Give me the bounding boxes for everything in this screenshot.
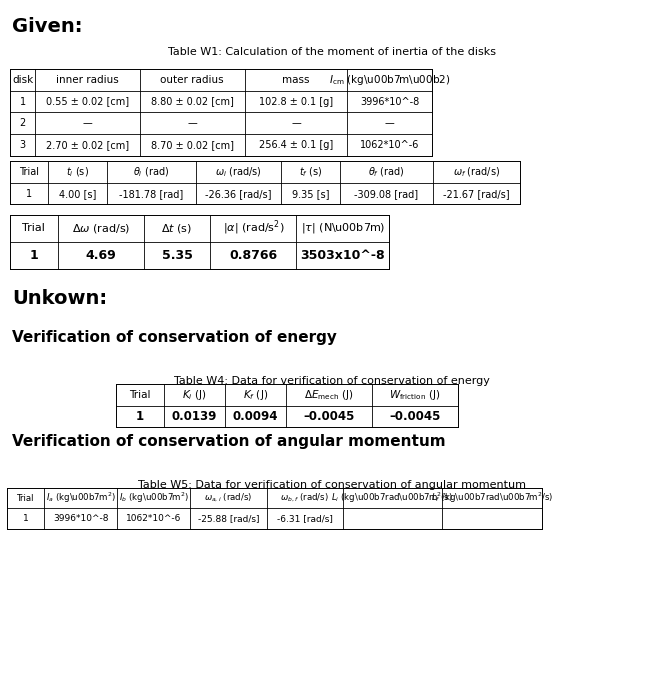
Text: 1: 1 xyxy=(19,97,26,106)
Text: Verification of conservation of energy: Verification of conservation of energy xyxy=(12,330,337,345)
Text: 3: 3 xyxy=(19,140,26,150)
Text: 1062*10^-6: 1062*10^-6 xyxy=(126,514,182,523)
Text: $I_\mathrm{cm}$ (kg\u00b7m\u00b2): $I_\mathrm{cm}$ (kg\u00b7m\u00b2) xyxy=(329,73,451,87)
Text: Verification of conservation of angular momentum: Verification of conservation of angular … xyxy=(12,434,446,449)
Text: Table W1: Calculation of the moment of inertia of the disks: Table W1: Calculation of the moment of i… xyxy=(168,47,495,58)
Text: mass: mass xyxy=(282,75,310,85)
Text: outer radius: outer radius xyxy=(160,75,224,85)
Text: -21.67 [rad/s]: -21.67 [rad/s] xyxy=(444,189,510,198)
Text: 3996*10^-8: 3996*10^-8 xyxy=(53,514,109,523)
Text: 5.35: 5.35 xyxy=(162,248,192,262)
Bar xyxy=(10,161,520,204)
Text: inner radius: inner radius xyxy=(56,75,119,85)
Text: $\theta_i$ (rad): $\theta_i$ (rad) xyxy=(133,165,170,179)
Text: —: — xyxy=(291,118,301,128)
Text: -6.31 [rad/s]: -6.31 [rad/s] xyxy=(276,514,333,523)
Text: 1: 1 xyxy=(26,189,32,198)
Text: 256.4 ± 0.1 [g]: 256.4 ± 0.1 [g] xyxy=(259,140,333,150)
Text: -181.78 [rad]: -181.78 [rad] xyxy=(119,189,184,198)
Text: 8.80 ± 0.02 [cm]: 8.80 ± 0.02 [cm] xyxy=(151,97,233,106)
Text: $I_a$ (kg\u00b7m$^2$): $I_a$ (kg\u00b7m$^2$) xyxy=(46,491,116,506)
Text: $\omega_{a,i}$ (rad/s): $\omega_{a,i}$ (rad/s) xyxy=(204,492,253,504)
Text: Table W5: Data for verification of conservation of angular momentum: Table W5: Data for verification of conse… xyxy=(137,480,526,490)
Text: Trial: Trial xyxy=(19,167,39,177)
Text: $t_f$ (s): $t_f$ (s) xyxy=(299,165,322,179)
Text: Trial: Trial xyxy=(129,390,151,399)
Text: -309.08 [rad]: -309.08 [rad] xyxy=(355,189,418,198)
Text: 3503x10^-8: 3503x10^-8 xyxy=(300,248,385,262)
Text: $\omega_f$ (rad/s): $\omega_f$ (rad/s) xyxy=(453,165,501,179)
Text: 8.70 ± 0.02 [cm]: 8.70 ± 0.02 [cm] xyxy=(151,140,234,150)
Text: $\Delta t$ (s): $\Delta t$ (s) xyxy=(162,221,192,235)
Text: -26.36 [rad/s]: -26.36 [rad/s] xyxy=(206,189,272,198)
Text: 1: 1 xyxy=(23,514,29,523)
Text: 2: 2 xyxy=(19,118,26,128)
Text: -25.88 [rad/s]: -25.88 [rad/s] xyxy=(198,514,259,523)
Text: 9.35 [s]: 9.35 [s] xyxy=(292,189,330,198)
Text: —: — xyxy=(385,118,394,128)
Text: disk: disk xyxy=(12,75,33,85)
Text: 4.69: 4.69 xyxy=(86,248,116,262)
Text: –0.0045: –0.0045 xyxy=(303,410,355,423)
Text: 1: 1 xyxy=(29,248,38,262)
Text: 0.0139: 0.0139 xyxy=(172,410,217,423)
Bar xyxy=(7,488,542,529)
Text: 0.0094: 0.0094 xyxy=(233,410,278,423)
Text: Table W4: Data for verification of conservation of energy: Table W4: Data for verification of conse… xyxy=(174,376,489,386)
Bar xyxy=(116,384,458,427)
Text: $\omega_i$ (rad/s): $\omega_i$ (rad/s) xyxy=(215,165,262,179)
Text: Trial: Trial xyxy=(23,223,45,233)
Text: $K_f$ (J): $K_f$ (J) xyxy=(243,388,268,401)
Text: 102.8 ± 0.1 [g]: 102.8 ± 0.1 [g] xyxy=(259,97,333,106)
Text: 1062*10^-6: 1062*10^-6 xyxy=(360,140,420,150)
Text: 0.8766: 0.8766 xyxy=(229,248,277,262)
Text: Given:: Given: xyxy=(12,17,82,36)
Text: $\omega_{b,f}$ (rad/s): $\omega_{b,f}$ (rad/s) xyxy=(280,492,329,504)
Text: —: — xyxy=(188,118,197,128)
Text: 2.70 ± 0.02 [cm]: 2.70 ± 0.02 [cm] xyxy=(46,140,129,150)
Text: Unkown:: Unkown: xyxy=(12,289,107,308)
Text: 4.00 [s]: 4.00 [s] xyxy=(58,189,96,198)
Text: $|\alpha|$ (rad/s$^2$): $|\alpha|$ (rad/s$^2$) xyxy=(223,219,284,238)
Text: $\Delta E_\mathrm{mech}$ (J): $\Delta E_\mathrm{mech}$ (J) xyxy=(304,388,353,401)
Text: $K_i$ (J): $K_i$ (J) xyxy=(182,388,207,401)
Text: Trial: Trial xyxy=(17,494,34,503)
Text: 3996*10^-8: 3996*10^-8 xyxy=(360,97,420,106)
Text: $|\tau|$ (N\u00b7m): $|\tau|$ (N\u00b7m) xyxy=(300,221,385,235)
Text: $\Delta\omega$ (rad/s): $\Delta\omega$ (rad/s) xyxy=(72,221,130,235)
Text: $L_f$ (kg\u00b7rad\u00b7m$^2$/s): $L_f$ (kg\u00b7rad\u00b7m$^2$/s) xyxy=(431,491,553,506)
Text: –0.0045: –0.0045 xyxy=(389,410,441,423)
Text: $W_\mathrm{friction}$ (J): $W_\mathrm{friction}$ (J) xyxy=(389,388,441,401)
Text: $L_i$ (kg\u00b7rad\u00b7m$^2$/s): $L_i$ (kg\u00b7rad\u00b7m$^2$/s) xyxy=(332,491,453,506)
Text: $I_b$ (kg\u00b7m$^2$): $I_b$ (kg\u00b7m$^2$) xyxy=(119,491,189,506)
Text: $\theta_f$ (rad): $\theta_f$ (rad) xyxy=(368,165,405,179)
Text: 0.55 ± 0.02 [cm]: 0.55 ± 0.02 [cm] xyxy=(46,97,129,106)
Text: —: — xyxy=(83,118,92,128)
Bar xyxy=(10,215,389,269)
Bar xyxy=(10,69,432,156)
Text: 1: 1 xyxy=(136,410,144,423)
Text: $t_i$ (s): $t_i$ (s) xyxy=(66,165,89,179)
